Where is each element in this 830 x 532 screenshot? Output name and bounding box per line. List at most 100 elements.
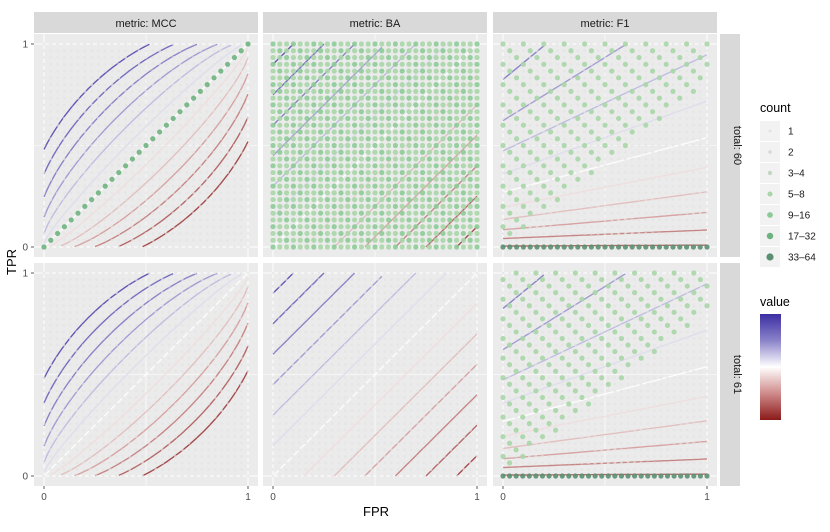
count-point: [75, 330, 79, 334]
count-point: [114, 330, 118, 334]
count-point: [386, 82, 392, 88]
count-point: [311, 68, 317, 74]
count-point: [246, 205, 250, 208]
count-point: [88, 330, 92, 334]
count-point: [630, 198, 634, 202]
count-point: [297, 474, 301, 478]
count-point: [121, 271, 125, 275]
count-point: [165, 232, 168, 235]
count-point: [180, 396, 184, 399]
count-point: [270, 115, 276, 122]
count-point: [154, 343, 158, 347]
count-point: [357, 284, 360, 288]
count-point: [501, 211, 505, 215]
count-point: [62, 291, 66, 295]
count-point: [324, 356, 328, 360]
count-point: [128, 356, 131, 360]
count-point: [290, 142, 296, 149]
count-point: [460, 102, 466, 108]
count-point: [171, 103, 175, 107]
count-point: [219, 238, 223, 242]
count-point: [317, 317, 321, 321]
count-point: [192, 184, 196, 188]
count-point: [617, 62, 620, 66]
count-point: [128, 415, 131, 419]
count-point: [426, 54, 432, 61]
count-point: [297, 448, 301, 452]
count-point: [110, 76, 114, 80]
count-point: [304, 54, 310, 61]
count-point: [576, 150, 580, 154]
count-point: [165, 191, 168, 195]
count-point: [240, 422, 243, 426]
count-point: [460, 163, 466, 169]
count-point: [49, 323, 52, 327]
count-point: [233, 144, 236, 147]
count-point: [69, 42, 73, 46]
count-point: [644, 157, 648, 161]
count-point: [137, 211, 141, 215]
count-point: [426, 230, 432, 237]
count-point: [55, 317, 59, 321]
count-point: [151, 191, 155, 195]
count-point: [568, 88, 574, 94]
count-point: [370, 409, 374, 412]
count-point: [68, 291, 72, 295]
count-point: [297, 237, 303, 243]
count-point: [90, 89, 93, 93]
count-point: [692, 157, 695, 161]
count-point: [569, 177, 573, 181]
count-point: [311, 54, 317, 61]
count-point: [240, 337, 243, 340]
count-point: [705, 76, 709, 80]
count-point: [240, 323, 243, 327]
count-point: [462, 323, 466, 327]
count-point: [454, 68, 460, 74]
count-point: [187, 396, 191, 399]
count-point: [199, 218, 202, 222]
count-point: [442, 284, 446, 288]
count-point: [474, 129, 480, 135]
count-point: [271, 415, 275, 419]
count-point: [158, 157, 162, 161]
count-point: [429, 284, 433, 288]
count-point: [187, 441, 191, 445]
count-point: [171, 89, 175, 93]
count-point: [147, 356, 151, 360]
count-point: [460, 244, 466, 250]
count-point: [508, 137, 512, 141]
count-point: [171, 238, 175, 242]
count-point: [207, 297, 210, 301]
count-point: [192, 49, 196, 53]
count-point: [399, 122, 405, 128]
count-point: [644, 96, 648, 100]
count-point: [616, 75, 622, 81]
count-point: [370, 304, 374, 308]
count-point: [114, 369, 118, 373]
count-point: [460, 68, 466, 74]
count-point: [174, 297, 178, 301]
count-point: [575, 54, 581, 61]
count-point: [449, 409, 453, 412]
count-point: [278, 278, 281, 281]
count-point: [212, 171, 216, 174]
count-point: [246, 198, 250, 202]
count-point: [501, 137, 505, 141]
count-point: [278, 422, 281, 426]
count-point: [569, 184, 573, 188]
count-point: [284, 422, 288, 426]
count-point: [284, 330, 288, 334]
count-point: [284, 129, 290, 135]
count-point: [651, 76, 654, 80]
count-point: [121, 454, 125, 458]
count-point: [226, 396, 230, 399]
count-point: [528, 184, 532, 188]
count-point: [199, 56, 202, 59]
count-point: [297, 88, 303, 94]
count-point: [83, 137, 87, 141]
count-point: [501, 110, 505, 114]
count-point: [304, 183, 310, 189]
column-strip: [34, 12, 258, 33]
count-point: [297, 142, 303, 149]
count-point: [137, 225, 141, 229]
